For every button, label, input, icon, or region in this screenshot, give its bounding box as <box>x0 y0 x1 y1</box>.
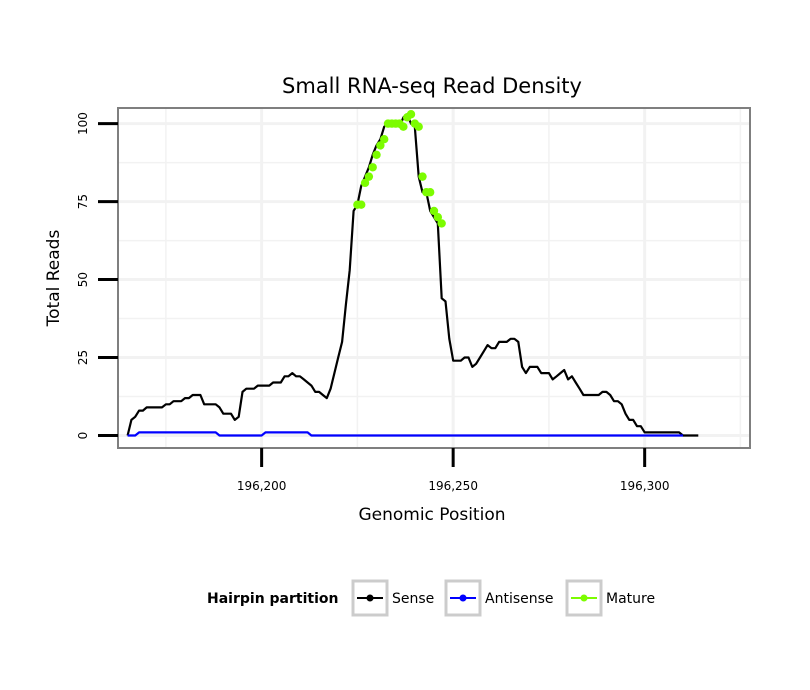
mature-point <box>406 110 416 119</box>
series-line-antisense <box>127 431 683 437</box>
x-tick-label: 196,200 <box>237 479 287 493</box>
mature-point <box>437 219 446 228</box>
legend-label: Sense <box>392 591 434 607</box>
mature-point <box>380 134 389 144</box>
y-tick-label: 75 <box>76 194 90 209</box>
legend-title: Hairpin partition <box>207 591 338 607</box>
y-tick-label: 25 <box>76 350 90 365</box>
x-axis-title: Genomic Position <box>358 505 505 525</box>
x-tick-label: 196,250 <box>428 479 478 493</box>
x-axis: 196,200 196,250 196,300 <box>237 448 670 493</box>
legend-label: Antisense <box>485 591 554 607</box>
legend-entries: Sense Antisense Mature <box>351 579 655 617</box>
y-axis-title: Total Reads <box>44 230 64 328</box>
y-tick-label: 0 <box>76 432 90 440</box>
x-tick-label: 196,300 <box>620 479 670 493</box>
series-antisense <box>127 431 683 437</box>
y-axis: 0 25 50 75 100 <box>76 112 118 439</box>
legend-key-point <box>580 594 588 602</box>
legend: Hairpin partition Sense Antisense Mature <box>207 579 655 617</box>
legend-entry-sense: Sense <box>351 579 434 617</box>
mature-point <box>433 212 443 222</box>
mature-point <box>376 141 385 150</box>
legend-key-point <box>459 594 467 602</box>
legend-entry-antisense: Antisense <box>444 579 554 617</box>
plot-area <box>117 107 751 449</box>
series-mature <box>353 110 446 228</box>
mature-point <box>360 178 370 188</box>
mature-point <box>414 122 423 131</box>
legend-entry-mature: Mature <box>565 579 655 617</box>
y-tick-label: 50 <box>76 272 90 287</box>
legend-key-point <box>366 594 374 602</box>
mature-point <box>372 150 381 159</box>
mature-point <box>357 200 366 209</box>
mature-point <box>425 188 435 197</box>
series-layer <box>126 110 699 437</box>
mature-point <box>429 206 439 216</box>
chart-title: Small RNA-seq Read Density <box>282 74 582 98</box>
y-tick-label: 100 <box>76 112 90 135</box>
mature-point <box>399 122 408 131</box>
mature-point <box>364 172 374 181</box>
legend-label: Mature <box>606 591 655 607</box>
plot-border <box>117 107 751 449</box>
mature-point <box>368 163 377 172</box>
mature-point <box>418 172 427 181</box>
